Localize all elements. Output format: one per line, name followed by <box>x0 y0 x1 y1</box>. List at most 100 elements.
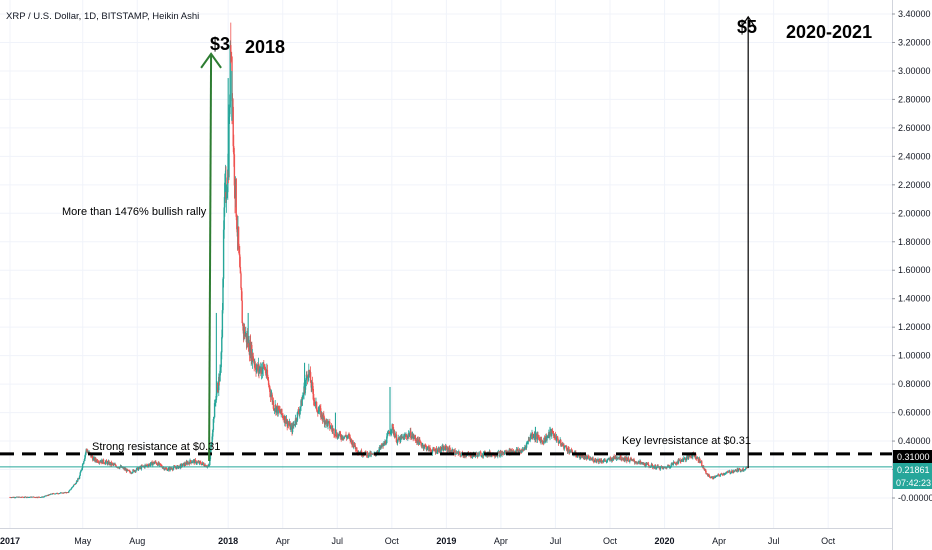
candle-body <box>653 467 656 469</box>
candle-body <box>316 409 318 412</box>
candle-body <box>91 455 93 458</box>
candle-body <box>540 439 543 441</box>
candle-body <box>95 458 97 461</box>
candle-body <box>126 469 128 472</box>
candle-body <box>361 455 363 456</box>
annotation-3-dollar: $3 <box>210 34 230 54</box>
candle-body <box>77 478 79 482</box>
candle-body <box>386 436 388 444</box>
candle-body <box>78 478 80 480</box>
countdown-label: 07:42:23 <box>896 478 931 488</box>
candle-body <box>262 363 264 369</box>
annotation-key-resistance: Key levresistance at $0.31 <box>622 435 751 447</box>
candle-body <box>680 460 683 462</box>
candle-body <box>540 439 542 443</box>
candle-body <box>294 423 296 425</box>
candle-body <box>216 386 218 394</box>
candle-body <box>552 432 554 434</box>
price-scale[interactable]: 3.40000 3.20000 3.00000 2.80000 2.60000 2.400… <box>892 9 932 503</box>
candle-body <box>556 436 558 438</box>
candle-body <box>425 445 427 447</box>
candle-body <box>161 465 163 468</box>
y-tick-label: 3.20000 <box>898 37 931 47</box>
candle-body <box>699 462 702 463</box>
candle-body <box>184 463 186 465</box>
candle-body <box>68 490 71 492</box>
candle-body <box>211 436 213 443</box>
candle-body <box>580 454 582 457</box>
candle-body <box>76 481 78 482</box>
candle-body <box>135 470 137 472</box>
candle-body <box>582 454 584 457</box>
candle-body <box>327 421 329 426</box>
x-tick-label: Apr <box>494 536 508 546</box>
candle-body <box>36 497 39 499</box>
candle-body <box>224 182 226 208</box>
candle-body <box>621 458 624 460</box>
time-scale[interactable]: 2017 May Aug 2018 Apr Jul Oct 2019 Apr Jul Oct 2020… <box>0 536 836 546</box>
candle-body <box>499 452 501 457</box>
candle-body <box>485 455 488 457</box>
candle-body <box>212 418 215 430</box>
candle-body <box>263 363 265 366</box>
candle-body <box>129 471 131 473</box>
candle-body <box>21 496 24 498</box>
candle-body <box>74 483 77 485</box>
candle-body <box>584 456 587 459</box>
candle-body <box>313 400 315 402</box>
candle-body <box>345 434 347 437</box>
candle-body <box>239 266 242 274</box>
candle-body <box>524 447 526 449</box>
candle-body <box>511 450 513 452</box>
black-arrow-head <box>741 15 755 27</box>
candle-body <box>701 461 703 467</box>
badge-last-price-label: 0.21861 <box>897 465 930 475</box>
candle-body <box>128 470 130 471</box>
candle-body <box>170 467 172 469</box>
candle-body <box>447 448 449 450</box>
candle-body <box>167 468 170 470</box>
candle-body <box>81 464 84 469</box>
candle-body <box>346 436 348 438</box>
candle-body <box>391 424 393 431</box>
candle-body <box>326 419 328 422</box>
candle-body <box>425 446 428 450</box>
candle-body <box>114 464 117 466</box>
candle-body <box>395 434 398 443</box>
candle-body <box>386 434 389 437</box>
candle-body <box>43 496 45 498</box>
candle-body <box>557 437 559 441</box>
candle-body <box>513 451 516 453</box>
candle-body <box>527 441 529 443</box>
candle-body <box>279 409 281 413</box>
candle-body <box>718 474 720 476</box>
candle-body <box>258 369 261 372</box>
candle-body <box>84 455 86 460</box>
candle-body <box>629 460 631 462</box>
candle-body <box>713 476 716 478</box>
candle-body <box>187 462 189 465</box>
x-tick-label: Jul <box>768 536 780 546</box>
candle-body <box>411 435 413 439</box>
candle-body <box>739 469 741 472</box>
candle-body <box>147 465 150 467</box>
candle-body <box>742 468 744 471</box>
x-tick-label: Oct <box>821 536 836 546</box>
candle-body <box>721 473 723 475</box>
y-tick-label: 1.60000 <box>898 265 931 275</box>
candle-body <box>85 449 87 453</box>
candle-body <box>450 451 453 453</box>
candle-body <box>266 369 269 378</box>
y-tick-label: 3.00000 <box>898 66 931 76</box>
y-tick-label: 2.20000 <box>898 180 931 190</box>
candle-body <box>215 400 217 402</box>
candle-body <box>437 449 439 453</box>
candle-body <box>674 462 676 464</box>
candle-body <box>65 492 68 494</box>
candle-body <box>558 442 561 443</box>
candle-body <box>129 472 132 474</box>
candle-body <box>191 461 194 463</box>
candle-body <box>155 462 158 465</box>
candle-body <box>659 466 662 470</box>
